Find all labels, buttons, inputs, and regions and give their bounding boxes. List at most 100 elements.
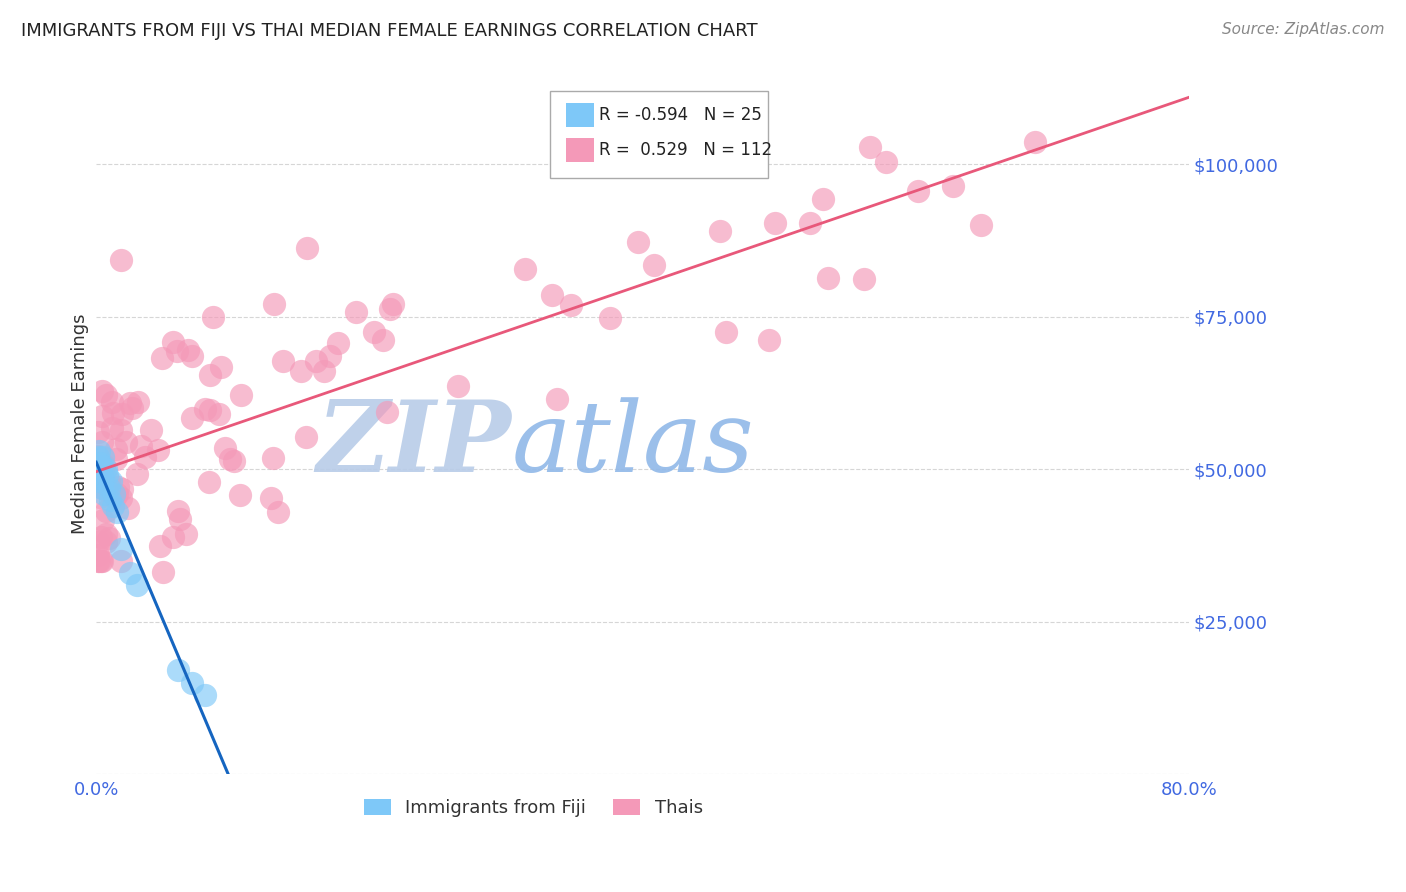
Point [162,334,184,349]
Text: ZIP: ZIP [316,396,512,493]
Point [166,344,188,359]
Point [98,531,121,545]
Point [87,554,110,568]
FancyBboxPatch shape [550,90,768,178]
Point [96,388,118,402]
Point [90,554,112,568]
Point [110,541,132,556]
Point [447,378,470,392]
Point [90,554,112,568]
Point [125,467,148,481]
FancyBboxPatch shape [567,103,595,127]
Point [377,405,399,419]
Point [758,333,780,347]
Point [110,253,132,268]
Point [117,500,139,515]
Point [222,454,245,468]
Point [90,530,112,544]
Point [169,512,191,526]
Point [378,301,401,316]
Point [94,462,117,476]
Point [263,297,285,311]
Point [101,421,124,435]
Point [305,354,328,368]
Point [513,261,536,276]
Point [560,298,582,312]
Point [90,459,112,474]
FancyBboxPatch shape [567,138,595,162]
Point [93,458,115,472]
Point [811,192,834,206]
Point [627,235,650,249]
Point [94,483,117,497]
Point [149,539,172,553]
Point [118,396,141,410]
Point [101,499,124,513]
Point [86,462,108,476]
Point [97,474,120,488]
Point [271,354,294,368]
Point [382,296,405,310]
Point [90,409,112,423]
Point [120,566,142,580]
Point [180,349,202,363]
Point [942,178,965,193]
Point [907,184,929,198]
Point [104,442,127,457]
Point [859,140,882,154]
Point [105,452,128,467]
Point [260,491,283,506]
Point [267,505,290,519]
Point [344,305,367,319]
Point [194,401,217,416]
Point [229,487,252,501]
Point [115,434,138,449]
Point [86,535,108,549]
Point [90,481,112,495]
Point [295,241,318,255]
Point [262,450,284,465]
Point [817,271,839,285]
Point [180,411,202,425]
Point [150,351,173,366]
Point [326,336,349,351]
Point [231,388,253,402]
Point [103,486,125,500]
Point [107,480,129,494]
Point [91,513,114,527]
Point [89,456,111,470]
Point [104,490,127,504]
Point [295,430,318,444]
Point [91,450,114,464]
Point [93,486,115,500]
Point [89,468,111,483]
Point [208,407,231,421]
Y-axis label: Median Female Earnings: Median Female Earnings [72,313,89,533]
Point [167,504,190,518]
Point [87,475,110,489]
Point [89,458,111,473]
Legend: Immigrants from Fiji, Thais: Immigrants from Fiji, Thais [357,792,710,825]
Point [201,310,224,324]
Point [96,468,118,483]
Point [546,392,568,406]
Point [371,333,394,347]
Point [86,450,108,464]
Point [1024,135,1046,149]
Point [875,155,897,169]
Point [319,349,342,363]
Point [89,491,111,505]
Point [214,441,236,455]
Point [219,451,242,466]
Point [121,401,143,416]
Point [177,343,200,358]
Point [87,444,110,458]
Point [209,359,232,374]
Point [799,216,821,230]
Point [194,688,217,702]
Text: R =  0.529   N = 112: R = 0.529 N = 112 [599,141,772,159]
Point [97,481,120,495]
Point [134,450,156,464]
Point [167,664,190,678]
Point [312,364,335,378]
